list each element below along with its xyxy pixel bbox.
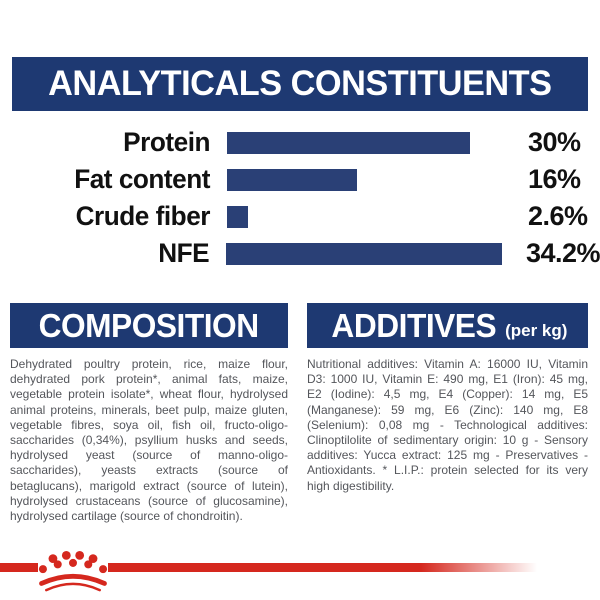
brand-divider-right	[108, 563, 555, 572]
analytical-constituents-header: ANALYTICALS CONSTITUENTS	[12, 57, 588, 111]
composition-header: COMPOSITION	[10, 303, 288, 348]
chart-bar-track	[227, 205, 519, 228]
royal-canin-crown-logo-icon	[38, 551, 108, 592]
brand-divider-left	[0, 563, 38, 572]
composition-title: COMPOSITION	[38, 306, 260, 344]
chart-bar-track	[226, 242, 517, 265]
chart-category-label: NFE	[158, 238, 210, 268]
chart-bar	[227, 131, 471, 154]
chart-bar	[227, 168, 357, 191]
analytical-constituents-bar-chart: Protein 30% Fat content 16% Crude fiber 2.6% N…	[0, 124, 600, 272]
chart-category-label: Crude fiber	[75, 201, 211, 231]
additives-title: ADDITIVES	[330, 306, 496, 344]
composition-body-text: Dehydrated poultry protein, rice, maize …	[10, 357, 288, 524]
page-title: ANALYTICALS CONSTITUENTS	[48, 64, 552, 103]
chart-value-label: 2.6%	[528, 201, 588, 231]
additives-body-text: Nutritional additives: Vitamin A: 16000 …	[307, 357, 588, 493]
chart-bar	[227, 205, 249, 228]
chart-value-label: 16%	[528, 164, 581, 194]
additives-section: ADDITIVES (per kg) Nutritional additives…	[307, 303, 588, 494]
chart-bar-track	[227, 131, 519, 154]
additives-header: ADDITIVES (per kg)	[307, 303, 588, 348]
brand-footer	[0, 549, 600, 600]
chart-row: NFE 34.2%	[0, 235, 600, 272]
chart-row: Protein 30%	[0, 124, 600, 161]
composition-section: COMPOSITION Dehydrated poultry protein, …	[10, 303, 288, 524]
chart-value-label: 30%	[528, 127, 581, 157]
chart-category-label: Protein	[123, 127, 210, 157]
additives-title-suffix: (per kg)	[505, 320, 568, 340]
chart-row: Fat content 16%	[0, 161, 600, 198]
chart-category-label: Fat content	[74, 164, 211, 194]
bar-chart-rows: Protein 30% Fat content 16% Crude fiber 2.6% N…	[0, 124, 600, 272]
chart-bar-track	[227, 168, 519, 191]
chart-bar	[226, 242, 503, 265]
chart-row: Crude fiber 2.6%	[0, 198, 600, 235]
chart-value-label: 34.2%	[525, 238, 600, 268]
